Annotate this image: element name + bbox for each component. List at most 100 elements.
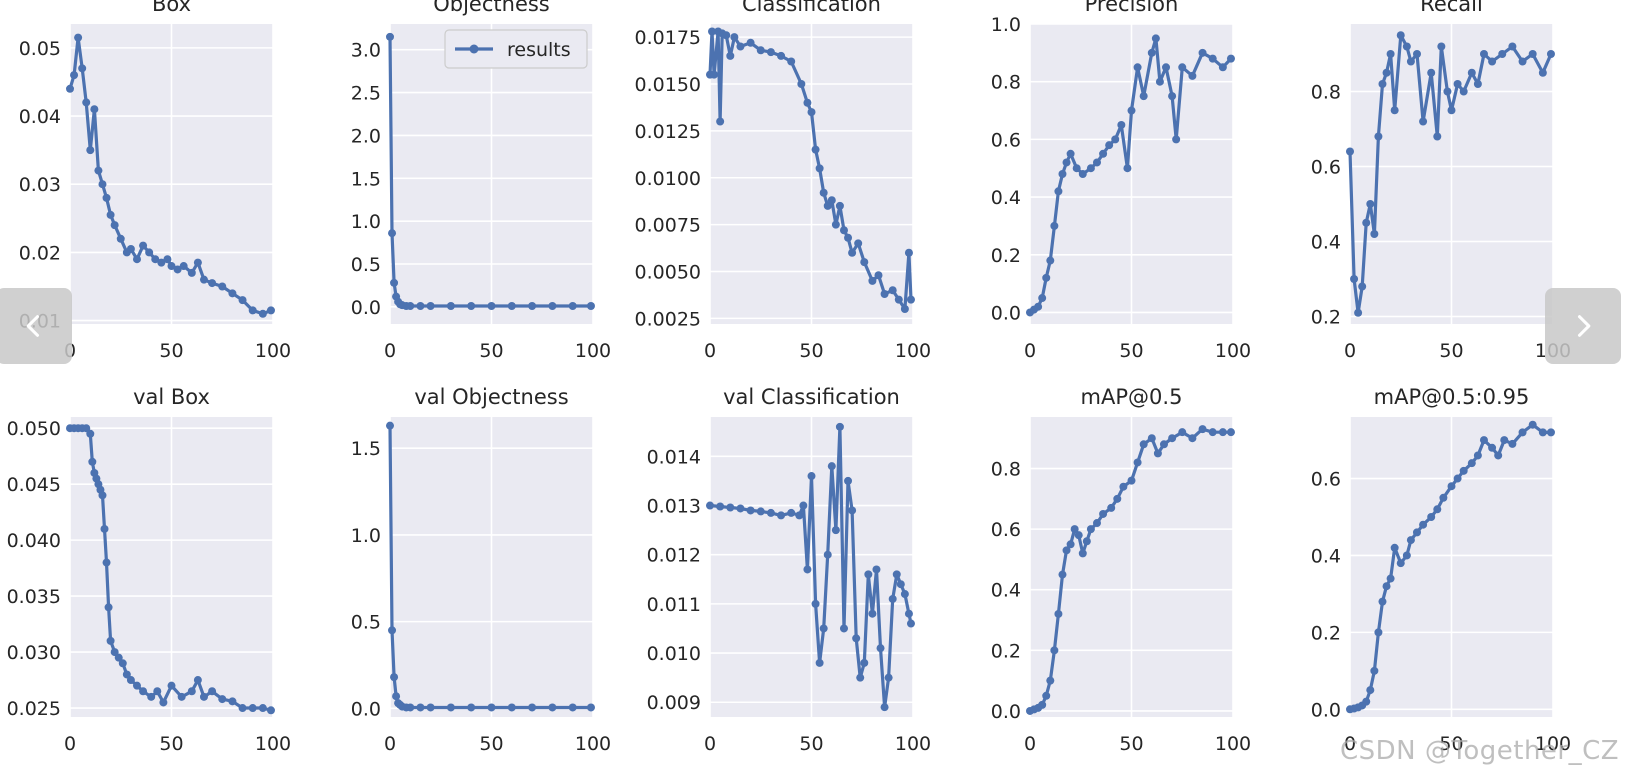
data-point bbox=[114, 653, 123, 662]
data-point bbox=[906, 619, 915, 628]
y-tick-label: 0.03 bbox=[19, 174, 61, 196]
data-point bbox=[1467, 68, 1476, 77]
data-point bbox=[710, 70, 719, 79]
data-point bbox=[406, 302, 415, 310]
data-point bbox=[392, 692, 401, 701]
chart-title: val Box bbox=[133, 385, 210, 409]
x-tick-label: 100 bbox=[895, 340, 931, 362]
data-point bbox=[1419, 117, 1428, 126]
data-point bbox=[1370, 666, 1379, 675]
data-point bbox=[815, 658, 824, 667]
data-point bbox=[1218, 428, 1227, 437]
x-tick-label: 0 bbox=[1344, 340, 1356, 362]
data-point bbox=[716, 502, 725, 511]
data-point bbox=[1447, 106, 1456, 115]
data-point bbox=[122, 670, 131, 679]
x-tick-label: 100 bbox=[1215, 340, 1251, 362]
data-point bbox=[1419, 520, 1428, 529]
data-point bbox=[1062, 546, 1071, 555]
data-point bbox=[848, 248, 857, 257]
data-point bbox=[1099, 149, 1108, 158]
data-point bbox=[1133, 63, 1142, 72]
data-point bbox=[746, 506, 755, 515]
x-tick-label: 50 bbox=[159, 733, 183, 755]
y-tick-label: 0.2 bbox=[1311, 307, 1341, 329]
data-point bbox=[187, 268, 196, 277]
data-point bbox=[1508, 42, 1517, 51]
x-tick-label: 0 bbox=[1024, 340, 1036, 362]
data-point bbox=[159, 698, 168, 707]
data-point bbox=[787, 57, 796, 66]
y-tick-label: 0.0 bbox=[351, 297, 381, 319]
data-point bbox=[1172, 135, 1181, 144]
data-point bbox=[904, 609, 913, 618]
data-point bbox=[139, 241, 148, 250]
data-point bbox=[860, 258, 869, 267]
data-point bbox=[1459, 466, 1468, 475]
data-point bbox=[88, 457, 97, 466]
data-point bbox=[797, 80, 806, 88]
chart-panel-4: 0 50 100 0.0 0.2 0.4 0.6 0.8 1.0 Precision bbox=[991, 0, 1251, 362]
data-point bbox=[416, 302, 425, 310]
data-point bbox=[1500, 436, 1509, 445]
data-point bbox=[74, 33, 83, 42]
data-point bbox=[1123, 164, 1132, 173]
data-point bbox=[218, 695, 227, 704]
y-tick-label: 0.0025 bbox=[635, 308, 701, 330]
x-tick-label: 50 bbox=[479, 733, 503, 755]
data-point bbox=[1453, 474, 1462, 483]
data-point bbox=[1086, 164, 1095, 173]
y-tick-label: 1.0 bbox=[351, 211, 381, 233]
data-point bbox=[1054, 187, 1063, 196]
data-point bbox=[548, 302, 557, 310]
data-point bbox=[1402, 42, 1411, 51]
data-point bbox=[819, 188, 828, 197]
data-point bbox=[839, 226, 848, 235]
x-tick-label: 50 bbox=[1119, 733, 1143, 755]
data-point bbox=[199, 692, 208, 701]
data-point bbox=[100, 524, 109, 533]
data-point bbox=[1467, 459, 1476, 468]
data-point bbox=[766, 508, 775, 517]
data-point bbox=[1473, 80, 1482, 88]
y-tick-label: 0.025 bbox=[7, 698, 61, 720]
y-tick-label: 0.0 bbox=[351, 698, 381, 720]
data-point bbox=[1473, 451, 1482, 460]
data-point bbox=[815, 164, 824, 173]
x-tick-label: 100 bbox=[575, 733, 611, 755]
x-tick-label: 0 bbox=[1024, 733, 1036, 755]
y-tick-label: 0.0 bbox=[991, 302, 1021, 324]
data-point bbox=[1396, 559, 1405, 568]
data-point bbox=[1162, 63, 1171, 72]
data-point bbox=[426, 302, 435, 310]
y-tick-label: 0.010 bbox=[647, 643, 701, 665]
data-point bbox=[1062, 158, 1071, 167]
data-point bbox=[1155, 77, 1164, 86]
data-point bbox=[835, 201, 844, 210]
previous-image-button[interactable] bbox=[0, 288, 72, 364]
x-tick-label: 100 bbox=[255, 340, 291, 362]
data-point bbox=[386, 32, 394, 41]
y-tick-label: 0.012 bbox=[647, 545, 701, 567]
data-point bbox=[145, 248, 154, 257]
x-tick-label: 0 bbox=[64, 733, 76, 755]
data-point bbox=[1218, 63, 1227, 72]
data-point bbox=[831, 526, 840, 535]
next-image-button[interactable] bbox=[1545, 288, 1621, 364]
data-point bbox=[896, 580, 905, 589]
data-point bbox=[388, 229, 397, 238]
data-point bbox=[487, 703, 496, 712]
data-point bbox=[892, 570, 901, 579]
data-point bbox=[1082, 537, 1091, 546]
data-point bbox=[1147, 434, 1156, 443]
data-point bbox=[884, 673, 893, 682]
x-tick-label: 50 bbox=[1439, 340, 1463, 362]
data-point bbox=[1386, 574, 1395, 583]
data-point bbox=[1086, 525, 1095, 534]
chart-panel-2: 0 50 100 0.0 0.5 1.0 1.5 2.0 2.5 3.0 Objectness res… bbox=[351, 0, 611, 362]
data-point bbox=[827, 196, 836, 205]
data-point bbox=[716, 117, 725, 126]
data-point bbox=[586, 302, 595, 310]
y-tick-label: 0.050 bbox=[7, 418, 61, 440]
data-point bbox=[258, 309, 267, 318]
